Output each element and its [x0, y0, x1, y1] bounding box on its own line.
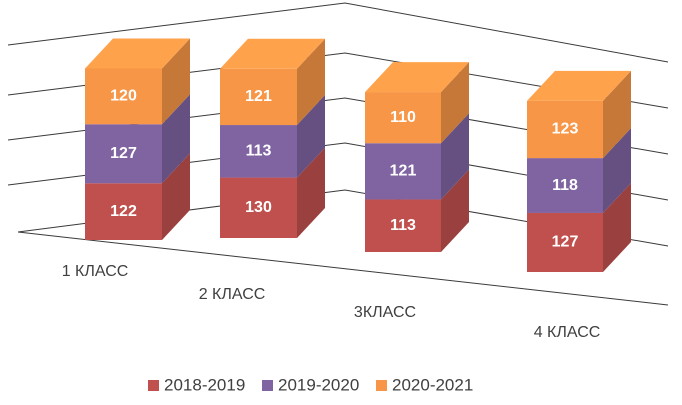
- data-label: 118: [552, 177, 578, 194]
- x-tick-label: 3КЛАСС: [354, 304, 416, 321]
- x-tick-label: 2 КЛАСС: [199, 286, 266, 303]
- legend-swatch: [262, 380, 273, 391]
- floor-line: [17, 231, 669, 306]
- bar: [220, 177, 297, 238]
- data-label: 121: [245, 88, 272, 105]
- bar: [220, 125, 297, 178]
- bar-top: [220, 38, 325, 69]
- bar: [527, 212, 603, 272]
- data-label: 122: [110, 203, 137, 220]
- bar: [220, 68, 297, 126]
- bar-top: [365, 62, 469, 93]
- data-label: 113: [246, 143, 272, 160]
- bar: [365, 92, 441, 144]
- bar: [527, 100, 603, 159]
- bar-side: [162, 38, 190, 125]
- bar-top: [527, 70, 631, 101]
- bar: [527, 158, 603, 213]
- legend-label: 2020-2021: [392, 375, 473, 394]
- bar: [365, 199, 441, 252]
- legend-label: 2019-2020: [278, 375, 359, 394]
- bar-side: [603, 128, 631, 213]
- data-label: 130: [245, 199, 272, 216]
- bar-side: [297, 38, 325, 126]
- x-tick-label: 1 КЛАСС: [62, 263, 129, 280]
- bar: [365, 143, 441, 200]
- bar-side: [441, 62, 469, 144]
- data-label: 123: [552, 121, 579, 138]
- bar-side: [603, 70, 631, 159]
- bar-side: [297, 147, 325, 238]
- bar-side: [162, 153, 190, 240]
- bar-side: [441, 113, 469, 200]
- bar-top: [85, 38, 190, 69]
- bar-side: [297, 95, 325, 178]
- bar-side: [603, 182, 631, 272]
- data-label: 113: [390, 217, 416, 234]
- data-label: 127: [110, 145, 137, 162]
- bar-side: [162, 94, 190, 184]
- bar: [85, 183, 162, 240]
- bar: [85, 124, 162, 184]
- data-label: 121: [390, 163, 417, 180]
- data-label: 110: [390, 109, 416, 126]
- data-label: 127: [552, 234, 579, 251]
- wall-line: [7, 2, 669, 63]
- data-label: 120: [110, 88, 137, 105]
- x-tick-label: 4 КЛАСС: [534, 324, 601, 341]
- legend-label: 2018-2019: [164, 375, 245, 394]
- legend-swatch: [148, 380, 159, 391]
- bar-side: [441, 169, 469, 252]
- legend-swatch: [376, 380, 387, 391]
- bar: [85, 68, 162, 125]
